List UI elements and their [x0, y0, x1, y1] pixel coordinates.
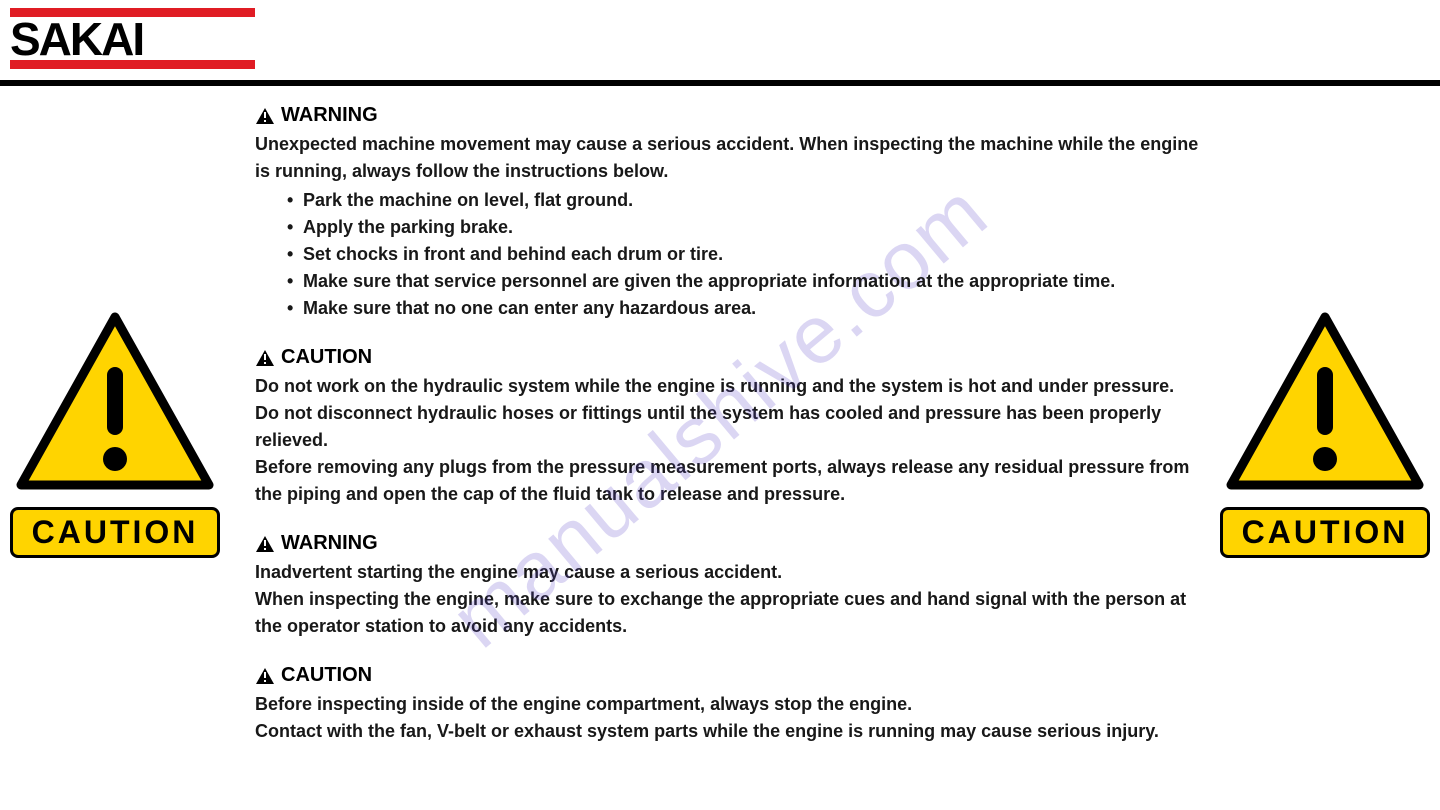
heading-text: CAUTION [281, 346, 372, 369]
list-item: Make sure that service personnel are giv… [287, 268, 1200, 295]
warning-triangle-icon [15, 311, 215, 491]
caution-sign-right: CAUTION [1220, 311, 1430, 558]
block-heading: CAUTION [255, 346, 1200, 369]
list-item: Make sure that no one can enter any haza… [287, 295, 1200, 322]
main-content: manualshive.com CAUTION CAUTION WA [0, 86, 1440, 745]
alert-icon [255, 667, 275, 685]
list-item: Set chocks in front and behind each drum… [287, 241, 1200, 268]
heading-text: CAUTION [281, 664, 372, 687]
block-text: Before inspecting inside of the engine c… [255, 691, 1200, 745]
page-header: SAKAI [0, 0, 1440, 74]
alert-icon [255, 349, 275, 367]
block-text: Unexpected machine movement may cause a … [255, 131, 1200, 185]
list-item: Park the machine on level, flat ground. [287, 187, 1200, 214]
block-heading: CAUTION [255, 664, 1200, 687]
list-item: Apply the parking brake. [287, 214, 1200, 241]
block-warning-2: WARNING Inadvertent starting the engine … [255, 532, 1200, 640]
warning-triangle-icon [1225, 311, 1425, 491]
heading-text: WARNING [281, 532, 378, 555]
caution-sign-left: CAUTION [10, 311, 220, 558]
caution-label-right: CAUTION [1220, 507, 1430, 558]
block-caution-1: CAUTION Do not work on the hydraulic sys… [255, 346, 1200, 508]
sakai-logo: SAKAI [10, 8, 255, 69]
block-warning-1: WARNING Unexpected machine movement may … [255, 104, 1200, 322]
alert-icon [255, 107, 275, 125]
block-text: Do not work on the hydraulic system whil… [255, 373, 1200, 508]
block-bullets: Park the machine on level, flat ground. … [287, 187, 1200, 322]
caution-label-left: CAUTION [10, 507, 220, 558]
block-text: Inadvertent starting the engine may caus… [255, 559, 1200, 640]
block-heading: WARNING [255, 532, 1200, 555]
block-caution-2: CAUTION Before inspecting inside of the … [255, 664, 1200, 745]
text-content: WARNING Unexpected machine movement may … [255, 104, 1200, 745]
alert-icon [255, 535, 275, 553]
block-heading: WARNING [255, 104, 1200, 127]
logo-text: SAKAI [10, 20, 255, 59]
heading-text: WARNING [281, 104, 378, 127]
